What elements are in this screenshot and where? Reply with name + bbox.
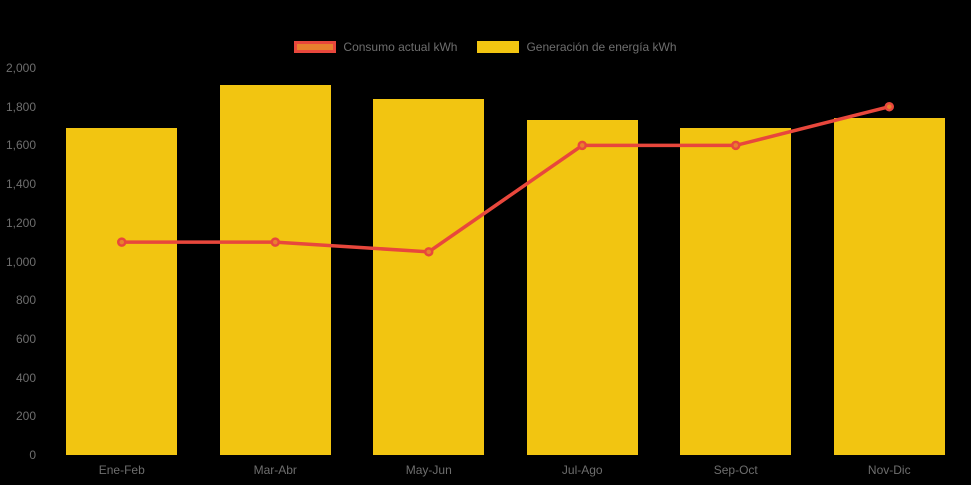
bar-jul-ago[interactable] — [526, 120, 638, 455]
line-point-sep-oct[interactable] — [731, 140, 741, 151]
x-axis-tick-labels: Ene-Feb Mar-Abr May-Jun Jul-Ago Sep-Oct Nov-D… — [45, 463, 966, 479]
y-tick-label: 1,000 — [5, 254, 36, 269]
legend-swatch-generacion-icon — [477, 41, 520, 53]
y-tick-label: 0 — [29, 448, 36, 462]
y-axis-tick-labels: 0 200 400 600 800 1,000 1,200 1,400 1,600 1,800 2,… — [0, 61, 36, 462]
y-tick-label: 1,400 — [5, 177, 36, 192]
bar-may-jun[interactable] — [373, 98, 485, 455]
legend-label-consumo: Consumo actual kWh — [343, 40, 458, 54]
y-tick-label: 2,000 — [5, 61, 36, 75]
chart-legend: Consumo actual kWh Generación de energía… — [0, 41, 971, 53]
line-point-nov-dic[interactable] — [884, 101, 894, 112]
x-tick-label: Jul-Ago — [561, 463, 603, 477]
y-tick-label: 1,200 — [5, 215, 36, 230]
y-tick-label: 1,600 — [5, 138, 36, 153]
x-tick-label: Mar-Abr — [253, 463, 297, 477]
consumption-line — [121, 105, 890, 254]
line-point-ene-feb[interactable] — [117, 237, 127, 247]
y-tick-label: 200 — [15, 409, 36, 424]
bar-ene-feb[interactable] — [66, 128, 178, 455]
bar-nov-dic[interactable] — [833, 118, 945, 455]
line-point-mar-abr[interactable] — [270, 237, 280, 247]
bar-sep-oct[interactable] — [680, 128, 792, 455]
bar-mar-abr[interactable] — [219, 85, 331, 455]
legend-swatch-consumo-icon — [294, 41, 337, 53]
legend-item-generacion-energia[interactable]: Generación de energía kWh — [477, 40, 677, 54]
y-tick-label: 800 — [15, 293, 36, 308]
y-tick-label: 1,800 — [5, 99, 36, 114]
plot-area — [45, 68, 966, 455]
legend-label-generacion: Generación de energía kWh — [526, 40, 677, 54]
line-point-may-jun[interactable] — [424, 247, 434, 257]
y-tick-label: 400 — [15, 370, 36, 385]
legend-item-consumo-actual[interactable]: Consumo actual kWh — [294, 41, 457, 53]
x-tick-label: Sep-Oct — [713, 463, 758, 477]
x-tick-label: May-Jun — [405, 463, 452, 477]
line-layer — [117, 101, 894, 257]
x-tick-label: Ene-Feb — [98, 463, 145, 477]
line-point-jul-ago[interactable] — [577, 140, 587, 151]
y-tick-label: 600 — [15, 331, 36, 346]
x-tick-label: Nov-Dic — [867, 463, 911, 477]
